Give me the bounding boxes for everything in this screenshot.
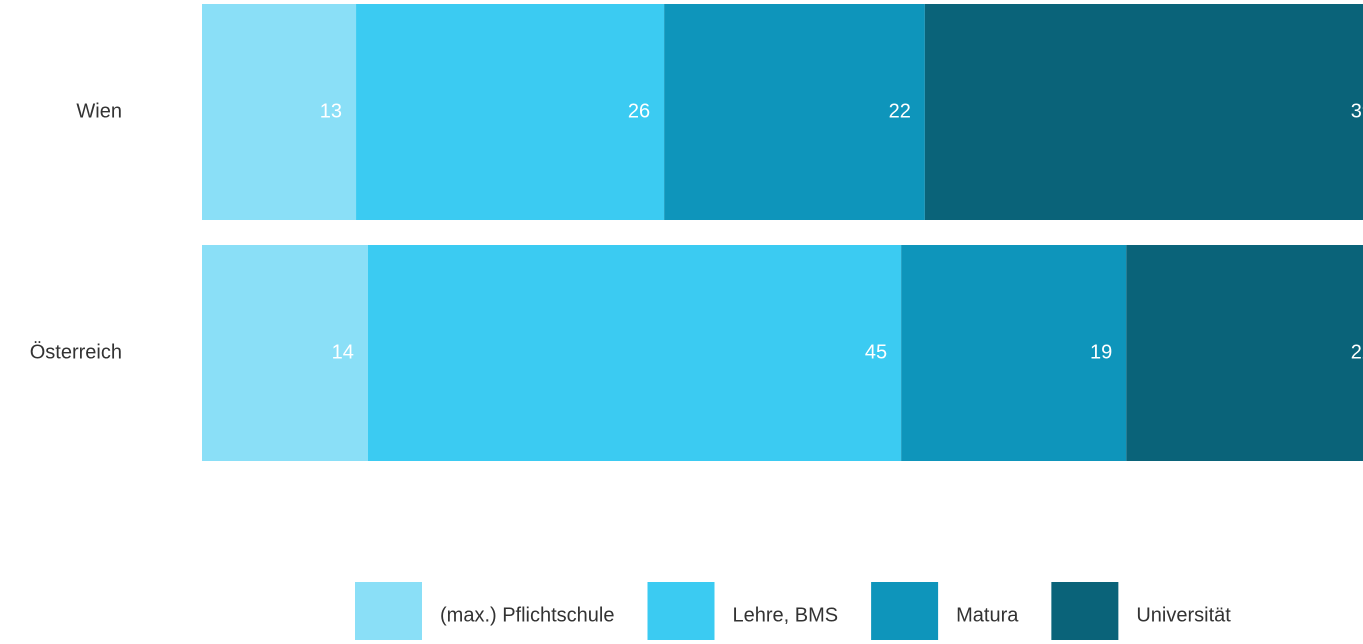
category-label: Österreich [30, 341, 122, 363]
category-label: Wien [76, 100, 122, 122]
bar-segment [367, 245, 902, 461]
bar-segment [664, 4, 925, 220]
value-label: 14 [332, 341, 354, 363]
value-label: 26 [628, 100, 650, 122]
bar-segment [1126, 245, 1363, 461]
bar-segment [202, 4, 357, 220]
bar-segment [901, 245, 1127, 461]
value-label: 39 [1351, 100, 1363, 122]
legend-label: (max.) Pflichtschule [440, 604, 615, 626]
bar-segment [202, 245, 368, 461]
legend-swatch [647, 582, 715, 640]
bar-segment [356, 4, 665, 220]
legend-swatch [1051, 582, 1119, 640]
value-label: 22 [889, 100, 911, 122]
legend-swatch [355, 582, 422, 640]
value-label: 22 [1351, 341, 1363, 363]
legend-swatch [871, 582, 939, 640]
legend-label: Matura [956, 604, 1019, 626]
legend-label: Lehre, BMS [733, 604, 839, 626]
value-label: 19 [1090, 341, 1112, 363]
legend-label: Universität [1136, 604, 1231, 626]
bar-segment [924, 4, 1363, 220]
value-label: 45 [865, 341, 887, 363]
value-label: 13 [320, 100, 342, 122]
